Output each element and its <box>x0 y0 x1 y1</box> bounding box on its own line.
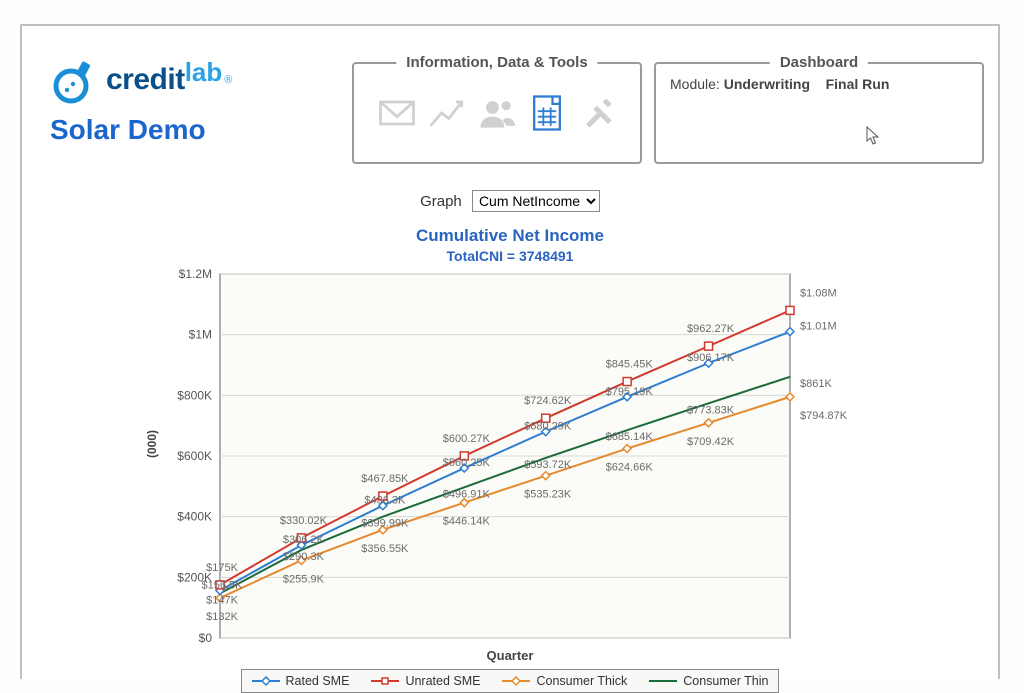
svg-text:$467.85K: $467.85K <box>361 473 409 485</box>
svg-text:$795.19K: $795.19K <box>606 386 654 398</box>
svg-text:$906.17K: $906.17K <box>687 352 735 364</box>
chart-container: Cumulative Net Income TotalCNI = 3748491… <box>150 226 870 693</box>
dashboard-panel-title: Dashboard <box>770 54 868 71</box>
graph-select[interactable]: Cum NetIncome <box>472 190 600 212</box>
header: creditlab® Solar Demo Information, Data … <box>22 26 998 166</box>
svg-text:$446.14K: $446.14K <box>443 516 491 528</box>
svg-text:$624.66K: $624.66K <box>606 462 654 474</box>
svg-text:$600.27K: $600.27K <box>443 433 491 445</box>
svg-text:$1.2M: $1.2M <box>179 268 212 281</box>
svg-text:$600K: $600K <box>177 449 212 463</box>
svg-text:$1.01M: $1.01M <box>800 321 837 333</box>
svg-text:$356.55K: $356.55K <box>361 543 409 555</box>
chart-subtitle: TotalCNI = 3748491 <box>150 248 870 264</box>
svg-text:$685.14K: $685.14K <box>606 431 654 443</box>
svg-text:$399.99K: $399.99K <box>361 518 409 530</box>
svg-text:$132K: $132K <box>206 611 238 623</box>
app-frame: creditlab® Solar Demo Information, Data … <box>20 24 1000 679</box>
page-subtitle: Solar Demo <box>50 114 232 146</box>
svg-text:$773.83K: $773.83K <box>687 404 735 416</box>
people-icon[interactable] <box>475 91 519 135</box>
svg-text:$845.45K: $845.45K <box>606 359 654 371</box>
svg-text:$290.3K: $290.3K <box>283 551 325 563</box>
graph-selector-label: Graph <box>420 193 462 210</box>
chart-ylabel: (000) <box>145 430 159 458</box>
svg-text:$680.29K: $680.29K <box>524 421 572 433</box>
graph-selector-row: Graph Cum NetIncome <box>22 190 998 212</box>
svg-text:$436.3K: $436.3K <box>364 495 406 507</box>
brand-lab-text: lab <box>185 57 223 87</box>
module-value: Underwriting <box>724 76 810 92</box>
module-label: Module: <box>670 76 720 92</box>
svg-text:$709.42K: $709.42K <box>687 436 735 448</box>
svg-text:$593.72K: $593.72K <box>524 459 572 471</box>
chart-line-icon[interactable] <box>425 91 469 135</box>
svg-text:$330.02K: $330.02K <box>280 515 328 527</box>
dashboard-panel: Dashboard Module: Underwriting Final Run <box>654 62 984 164</box>
chart-svg: $0$200K$400K$600K$800K$1M$1.2M$156.5K$30… <box>150 268 870 646</box>
chart-xlabel: Quarter <box>150 648 870 663</box>
flask-logo-icon <box>50 56 98 104</box>
spreadsheet-icon[interactable] <box>525 91 569 135</box>
svg-text:$306.2K: $306.2K <box>283 534 325 546</box>
svg-text:$800K: $800K <box>177 388 212 402</box>
svg-text:$400K: $400K <box>177 510 212 524</box>
svg-text:$156.5K: $156.5K <box>202 580 244 592</box>
svg-text:$255.9K: $255.9K <box>283 573 325 585</box>
svg-text:$175K: $175K <box>206 562 238 574</box>
chart-legend: Rated SME Unrated SME Consumer Thick Consum… <box>241 669 780 693</box>
svg-text:$962.27K: $962.27K <box>687 323 735 335</box>
brand-reg-text: ® <box>224 74 232 86</box>
mail-icon[interactable] <box>375 91 419 135</box>
svg-text:$147K: $147K <box>206 594 238 606</box>
svg-text:$794.87K: $794.87K <box>800 410 848 422</box>
svg-text:$1M: $1M <box>189 328 212 342</box>
svg-text:$0: $0 <box>199 631 213 645</box>
svg-text:$724.62K: $724.62K <box>524 395 572 407</box>
svg-text:$535.23K: $535.23K <box>524 489 572 501</box>
svg-text:$496.91K: $496.91K <box>443 488 491 500</box>
info-panel-title: Information, Data & Tools <box>396 54 597 71</box>
svg-text:$560.25K: $560.25K <box>443 457 491 469</box>
legend-item: Rated SME <box>252 674 350 688</box>
legend-item: Unrated SME <box>371 674 480 688</box>
logo-block: creditlab® Solar Demo <box>50 56 232 146</box>
info-panel: Information, Data & Tools <box>352 62 642 164</box>
legend-item: Consumer Thick <box>502 674 627 688</box>
svg-text:$861K: $861K <box>800 378 832 390</box>
tools-icon[interactable] <box>575 91 619 135</box>
chart-title: Cumulative Net Income <box>150 226 870 246</box>
legend-item: Consumer Thin <box>649 674 768 688</box>
cursor-icon <box>866 126 882 146</box>
run-value: Final Run <box>826 76 890 92</box>
svg-text:$1.08M: $1.08M <box>800 287 837 299</box>
brand-credit-text: credit <box>106 63 185 96</box>
